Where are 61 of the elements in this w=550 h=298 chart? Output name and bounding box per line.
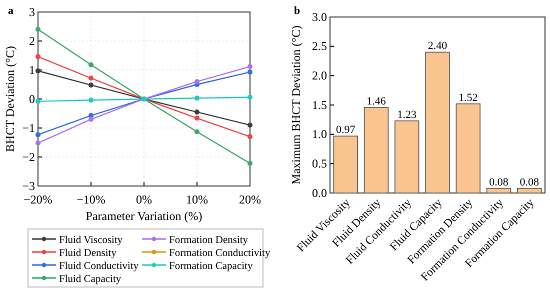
point bbox=[194, 110, 200, 115]
y-tick-label: 3 bbox=[29, 4, 35, 19]
point bbox=[247, 70, 253, 75]
data-label: 2.40 bbox=[428, 40, 448, 52]
data-label: 0.08 bbox=[489, 176, 509, 188]
data-label: 1.46 bbox=[366, 95, 386, 108]
point bbox=[247, 160, 253, 166]
x-tick-label: −10% bbox=[76, 192, 106, 207]
x-axis-title: Parameter Variation (%) bbox=[86, 209, 202, 223]
y-tick-label: 2 bbox=[29, 34, 35, 48]
point bbox=[88, 116, 94, 122]
bar bbox=[394, 120, 420, 194]
point bbox=[194, 96, 200, 101]
y-tick-label: 2.0 bbox=[312, 68, 327, 83]
data-label: 0.97 bbox=[336, 124, 356, 136]
y-tick-label: 0.0 bbox=[312, 186, 327, 200]
point bbox=[35, 68, 41, 74]
point bbox=[35, 98, 41, 104]
point bbox=[194, 129, 200, 134]
point bbox=[247, 134, 253, 140]
y-tick-label: 1.5 bbox=[312, 98, 327, 112]
bar bbox=[364, 106, 389, 194]
y-tick-label: −3 bbox=[22, 178, 35, 193]
y-tick-label: 2.5 bbox=[312, 39, 327, 54]
point bbox=[247, 64, 253, 70]
point bbox=[35, 26, 41, 32]
x-tick-label: −20% bbox=[24, 192, 52, 207]
y-tick-label: −1 bbox=[22, 120, 35, 135]
point bbox=[88, 98, 94, 103]
point bbox=[88, 82, 94, 88]
y-tick-label: −2 bbox=[22, 150, 35, 164]
point bbox=[35, 54, 41, 60]
y-tick-label: 3.0 bbox=[312, 10, 327, 24]
x-tick-label: 20% bbox=[239, 192, 261, 207]
point bbox=[194, 116, 200, 121]
y-tick-label: 1 bbox=[29, 62, 35, 77]
bar bbox=[456, 103, 480, 194]
data-label: 1.23 bbox=[397, 108, 417, 121]
y-tick-label: 1.0 bbox=[312, 127, 327, 142]
x-tick-label: 10% bbox=[186, 192, 208, 207]
y-tick-label: 0.5 bbox=[312, 156, 327, 171]
bar bbox=[333, 136, 358, 194]
point bbox=[88, 62, 94, 68]
legend-label: Fluid Capacity bbox=[59, 274, 122, 285]
data-label: 1.52 bbox=[458, 92, 478, 104]
chart-title: b bbox=[294, 5, 300, 17]
data-label: 0.08 bbox=[520, 176, 540, 188]
bar bbox=[517, 188, 542, 194]
chart-title: a bbox=[8, 5, 14, 17]
point bbox=[247, 94, 253, 100]
y-axis-title: BHCT Deviation (°C) bbox=[3, 46, 17, 152]
point bbox=[35, 132, 41, 138]
x-tick-label: 0% bbox=[136, 192, 152, 207]
point bbox=[88, 76, 94, 81]
y-tick-label: 0 bbox=[29, 92, 35, 106]
point bbox=[194, 79, 200, 84]
point bbox=[247, 122, 253, 128]
bar bbox=[486, 188, 512, 194]
bar bbox=[425, 52, 450, 194]
point bbox=[35, 140, 41, 146]
y-axis-title: Maximum BHCT Deviation (°C) bbox=[289, 26, 303, 184]
